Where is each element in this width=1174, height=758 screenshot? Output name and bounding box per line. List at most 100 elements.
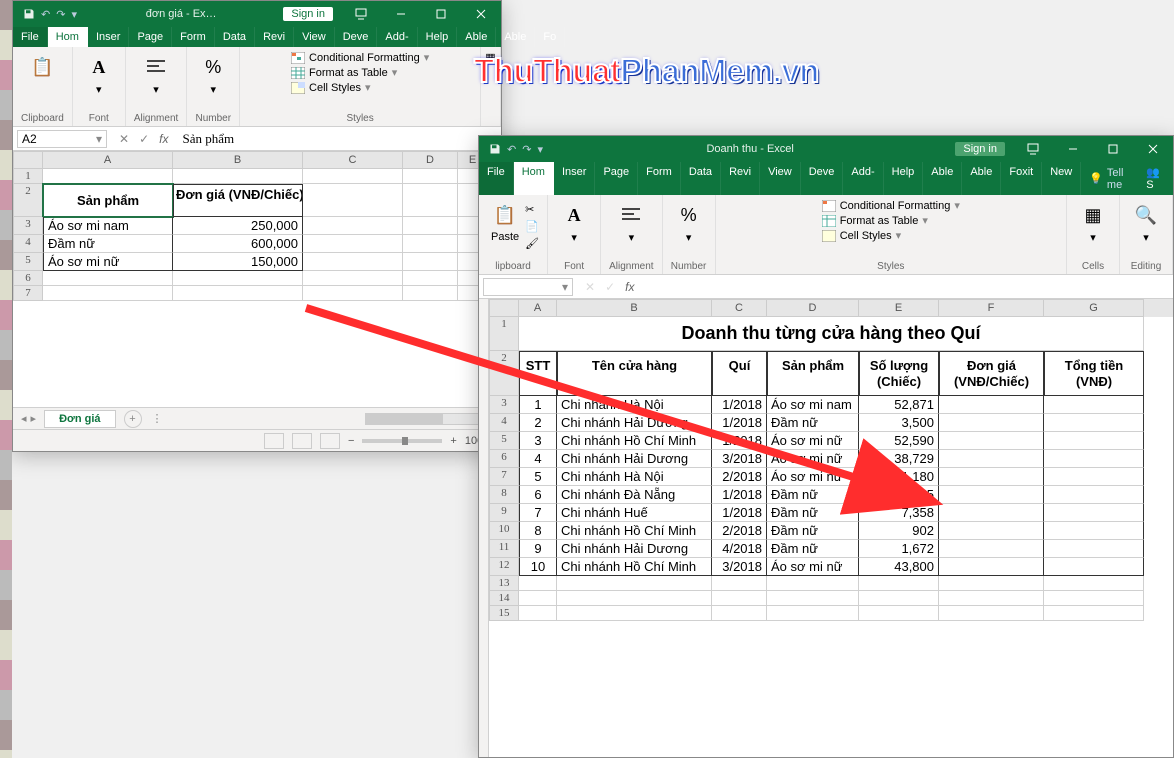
cell[interactable] [939,540,1044,558]
tab-add-[interactable]: Add- [377,27,417,47]
format-painter-icon[interactable]: 🖌 [525,237,539,250]
editing-button[interactable]: 🔍▾ [1128,199,1164,246]
cell[interactable]: Chi nhánh Hải Dương [557,450,712,468]
cell[interactable]: 41,180 [859,468,939,486]
format-as-table-button[interactable]: Format as Table▾ [291,66,429,79]
fx-icon[interactable]: fx [625,280,634,294]
cell[interactable] [939,414,1044,432]
tab-fo[interactable]: Fo [535,27,565,47]
sheet-tab-active[interactable]: Đơn giá [44,410,115,428]
ribbon-options-icon[interactable] [1013,136,1053,162]
cell[interactable]: 2 [519,414,557,432]
row-header[interactable]: 5 [489,432,519,450]
tab-data[interactable]: Data [215,27,255,47]
cell[interactable]: Chi nhánh Đà Nẵng [557,486,712,504]
spreadsheet-grid[interactable]: ABCDE12 Sản phẩm Đơn giá (VNĐ/Chiếc) 3 Á… [13,151,501,407]
normal-view-button[interactable] [264,433,284,449]
save-icon[interactable] [23,8,35,20]
cell[interactable]: Đầm nữ [767,414,859,432]
tab-form[interactable]: Form [638,162,681,195]
formula-content[interactable]: Sản phẩm [176,131,501,147]
cell[interactable]: 3/2018 [712,558,767,576]
cell[interactable] [939,468,1044,486]
cell[interactable] [939,396,1044,414]
close-button[interactable] [461,1,501,27]
tab-foxit[interactable]: Foxit [1001,162,1042,195]
cell[interactable]: 52,871 [859,396,939,414]
cell[interactable]: 1/2018 [712,504,767,522]
col-header[interactable]: F [939,299,1044,317]
cell[interactable] [939,486,1044,504]
cell[interactable] [1044,504,1144,522]
cell[interactable]: Đầm nữ [767,522,859,540]
row-header[interactable]: 7 [489,468,519,486]
signin-button[interactable]: Sign in [283,7,333,21]
cut-icon[interactable]: ✂ [525,203,539,216]
cell[interactable]: Đầm nữ [767,540,859,558]
tab-help[interactable]: Help [884,162,924,195]
col-header[interactable]: G [1044,299,1144,317]
save-icon[interactable] [489,143,501,155]
tab-form[interactable]: Form [172,27,215,47]
conditional-formatting-button[interactable]: Conditional Formatting▾ [291,51,429,64]
cell[interactable]: 38,729 [859,450,939,468]
cell[interactable]: 4,255 [859,486,939,504]
cancel-icon[interactable]: ✕ [585,280,595,294]
cell[interactable]: Áo sơ mi nữ [767,450,859,468]
row-header[interactable]: 5 [13,253,43,271]
sheet-nav-next[interactable]: ▸ [31,412,37,425]
col-header[interactable]: E [859,299,939,317]
zoom-in[interactable]: + [450,435,456,447]
header-cell[interactable]: Quí [712,351,767,396]
cell[interactable]: 250,000 [173,217,303,235]
redo-icon[interactable]: ↷ [56,8,65,21]
font-button[interactable]: A▾ [556,199,592,246]
cell[interactable]: Đầm nữ [43,235,173,253]
minimize-button[interactable] [381,1,421,27]
title-cell[interactable]: Doanh thu từng cửa hàng theo Quí [519,317,1144,351]
tab-page[interactable]: Page [129,27,172,47]
cell[interactable] [939,558,1044,576]
share-button[interactable]: 👥 S [1138,162,1173,195]
cell[interactable] [1044,396,1144,414]
tab-able[interactable]: Able [962,162,1001,195]
layout-view-button[interactable] [292,433,312,449]
header-cell[interactable]: Số lượng (Chiếc) [859,351,939,396]
cell-styles-button[interactable]: Cell Styles▾ [291,81,429,94]
copy-icon[interactable]: 📄 [525,220,539,233]
cell[interactable] [939,432,1044,450]
header-cell[interactable]: Đơn giá (VNĐ/Chiếc) [939,351,1044,396]
tab-view[interactable]: View [294,27,335,47]
cell[interactable]: 1,672 [859,540,939,558]
tab-revi[interactable]: Revi [721,162,760,195]
cell[interactable] [1044,432,1144,450]
tab-page[interactable]: Page [595,162,638,195]
paste-button[interactable]: 📋 [24,51,60,83]
row-header[interactable]: 2 [13,184,43,217]
cell[interactable]: Chi nhánh Hà Nội [557,396,712,414]
ribbon-options-icon[interactable] [341,1,381,27]
row-header[interactable]: 14 [489,591,519,606]
font-button[interactable]: A▾ [81,51,117,98]
cell[interactable]: Đầm nữ [767,486,859,504]
col-header[interactable]: B [557,299,712,317]
paste-button[interactable]: 📋Paste [487,199,523,250]
cell[interactable]: Áo sơ mi nữ [767,432,859,450]
confirm-icon[interactable]: ✓ [605,280,615,294]
col-header[interactable]: A [519,299,557,317]
tab-deve[interactable]: Deve [801,162,844,195]
cell[interactable] [1044,522,1144,540]
col-header[interactable]: A [43,151,173,169]
cell[interactable] [939,450,1044,468]
cell[interactable]: 3,500 [859,414,939,432]
cell[interactable] [939,504,1044,522]
col-header[interactable]: D [767,299,859,317]
cell[interactable]: Chi nhánh Hồ Chí Minh [557,432,712,450]
cell[interactable] [1044,558,1144,576]
tab-file[interactable]: File [479,162,514,195]
tab-able[interactable]: Able [923,162,962,195]
cells-button[interactable]: ▦▾ [1075,199,1111,246]
cell[interactable]: 6 [519,486,557,504]
row-header[interactable]: 3 [489,396,519,414]
cell[interactable]: Chi nhánh Hồ Chí Minh [557,522,712,540]
